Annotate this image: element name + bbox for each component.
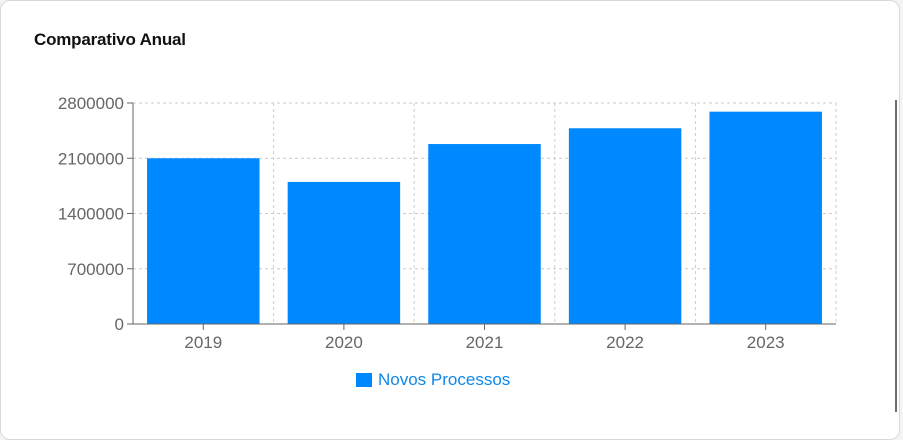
y-tick-label: 2800000 xyxy=(58,94,124,113)
y-tick-label: 700000 xyxy=(67,260,124,279)
bar-2020 xyxy=(287,181,401,324)
bar-2023 xyxy=(709,111,822,324)
chart-title: Comparativo Anual xyxy=(34,30,186,49)
scrollbar[interactable] xyxy=(895,100,897,412)
x-tick-label: 2019 xyxy=(184,333,222,352)
bar-2021 xyxy=(428,144,541,324)
x-tick-label: 2021 xyxy=(466,333,504,352)
x-tick-label: 2023 xyxy=(747,333,785,352)
legend-swatch xyxy=(356,373,372,387)
y-tick-label: 0 xyxy=(115,315,124,334)
x-tick-label: 2020 xyxy=(325,333,363,352)
bar-2022 xyxy=(568,128,682,324)
legend-label: Novos Processos xyxy=(378,370,510,389)
y-tick-label: 2100000 xyxy=(58,149,124,168)
x-tick-label: 2022 xyxy=(606,333,644,352)
y-tick-label: 1400000 xyxy=(58,205,124,224)
bar-chart: 0 700000 1400000 2100000 2800000 2019 2020 2021… xyxy=(58,94,837,389)
bar-2019 xyxy=(147,158,260,324)
